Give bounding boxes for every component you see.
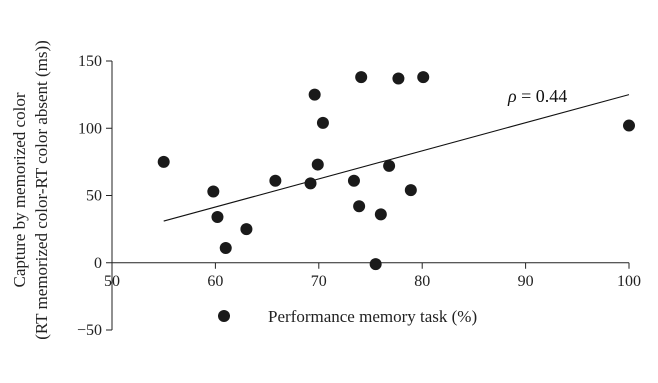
trendline <box>163 94 630 222</box>
data-point <box>355 71 368 84</box>
data-point <box>353 200 366 213</box>
y-tick-label: 100 <box>78 120 102 137</box>
data-point <box>347 174 360 187</box>
x-tick-label: 60 <box>207 273 223 290</box>
data-point <box>369 258 382 271</box>
x-tick-label: 70 <box>311 273 327 290</box>
data-point <box>623 119 635 132</box>
data-point <box>157 155 170 168</box>
data-point <box>404 184 417 197</box>
data-point <box>311 158 324 171</box>
x-tick-label: 100 <box>617 273 641 290</box>
y-tick-label: 50 <box>86 188 102 205</box>
x-tick-label: 50 <box>104 273 120 290</box>
x-tick-label: 80 <box>414 273 430 290</box>
data-point <box>269 174 282 187</box>
data-point <box>417 71 430 84</box>
y-tick-label: −50 <box>77 322 102 339</box>
legend-label: Performance memory task (%) <box>268 307 477 326</box>
correlation-annotation: ρ = 0.44 <box>507 86 567 106</box>
legend-marker <box>218 310 230 322</box>
data-point <box>374 208 387 221</box>
y-tick-label: 150 <box>78 53 102 70</box>
data-point <box>392 72 405 85</box>
data-point <box>219 241 232 254</box>
x-tick-label: 90 <box>518 273 534 290</box>
trendline-group <box>163 94 630 222</box>
data-point <box>211 211 224 224</box>
data-point <box>240 223 253 236</box>
data-point <box>308 88 321 101</box>
data-point <box>207 185 220 198</box>
data-points <box>157 71 635 271</box>
data-point <box>316 116 329 129</box>
y-axis-title-line-2: (RT memorized color-RT color absent (ms)… <box>32 40 51 340</box>
data-point <box>304 177 317 190</box>
y-axis-title-line-1: Capture by memorized color <box>10 92 29 287</box>
data-point <box>383 159 396 172</box>
y-tick-label: 0 <box>94 255 102 272</box>
